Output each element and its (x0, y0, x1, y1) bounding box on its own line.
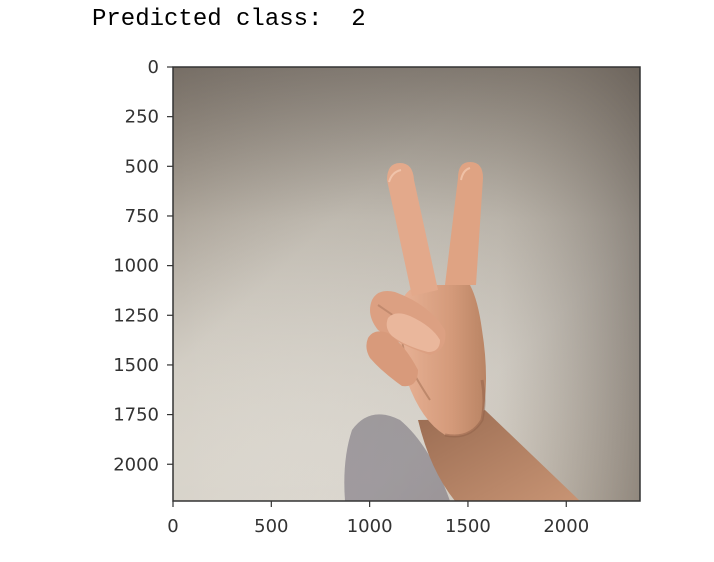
x-tick-label: 0 (167, 516, 178, 537)
x-tick-label: 500 (254, 516, 288, 537)
y-tick-label: 2000 (113, 454, 159, 475)
y-tick-label: 250 (125, 107, 159, 128)
y-tick-label: 1250 (113, 305, 159, 326)
x-tick-label: 1500 (445, 516, 491, 537)
y-tick-label: 1750 (113, 405, 159, 426)
y-tick-label: 500 (125, 156, 159, 177)
hand (366, 162, 486, 438)
photo (173, 67, 640, 501)
x-tick-label: 2000 (543, 516, 589, 537)
y-axis: 0 250 500 750 1000 1250 1500 1750 2000 (113, 57, 173, 475)
index-finger (387, 163, 438, 296)
prediction-label: Predicted class: (92, 6, 323, 33)
y-tick-label: 1000 (113, 256, 159, 277)
hand-shadow (344, 414, 450, 501)
y-tick-label: 0 (148, 57, 159, 78)
x-axis: 0 500 1000 1500 2000 (167, 501, 589, 537)
prediction-output: Predicted class: 2 (92, 4, 366, 36)
prediction-value: 2 (351, 6, 366, 33)
thumb (386, 313, 440, 352)
y-tick-label: 750 (125, 206, 159, 227)
middle-finger (445, 162, 483, 285)
axes-frame (172, 66, 641, 502)
x-tick-label: 1000 (347, 516, 393, 537)
y-tick-label: 1500 (113, 355, 159, 376)
